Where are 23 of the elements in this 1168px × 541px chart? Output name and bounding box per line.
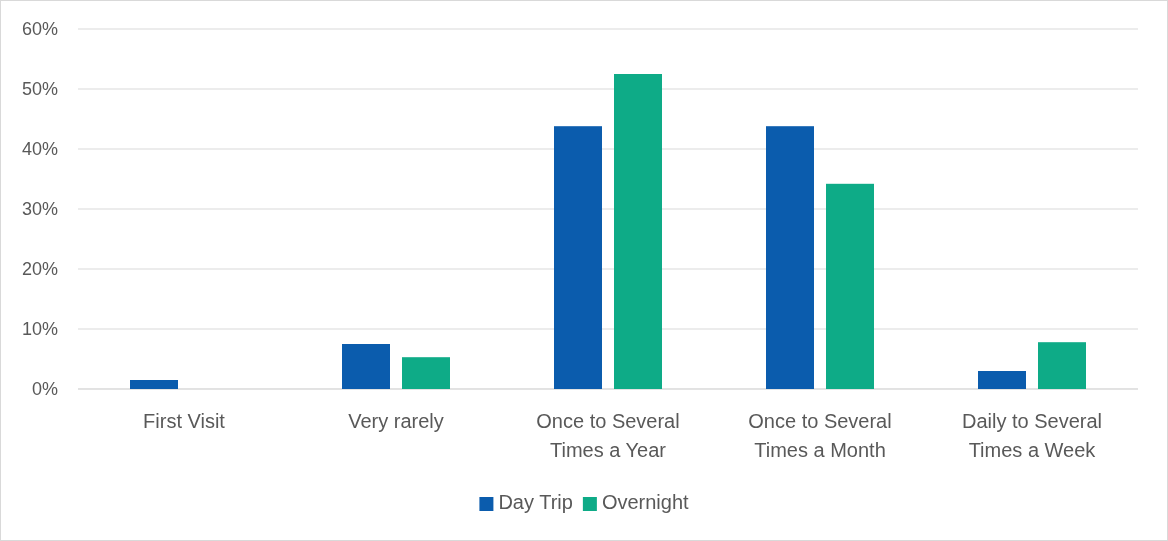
bar bbox=[402, 357, 450, 389]
x-tick-label: Once to Several Times a Month bbox=[748, 410, 892, 461]
bar bbox=[826, 183, 874, 389]
x-tick-label: Daily to Several Times a Week bbox=[961, 410, 1103, 461]
x-tick-label: First Visit bbox=[143, 410, 226, 432]
y-tick-label: 60% bbox=[21, 19, 58, 40]
y-tick-label: 30% bbox=[21, 199, 58, 220]
x-tick-label: Once to Several Times a Year bbox=[536, 410, 680, 461]
legend-label: Day Trip bbox=[498, 491, 573, 513]
y-tick-label: 10% bbox=[21, 319, 58, 340]
y-tick-label: 20% bbox=[21, 259, 58, 280]
y-tick-label: 40% bbox=[21, 139, 58, 160]
bar bbox=[1038, 342, 1086, 389]
legend-label: Overnight bbox=[601, 491, 690, 513]
bar bbox=[766, 126, 814, 389]
bar bbox=[554, 126, 602, 389]
x-tick-label: Very rarely bbox=[348, 410, 444, 432]
bar bbox=[342, 344, 390, 389]
bar bbox=[978, 371, 1026, 389]
bar bbox=[130, 380, 178, 389]
y-tick-label: 0% bbox=[31, 379, 58, 400]
y-tick-label: 50% bbox=[21, 79, 58, 100]
bar bbox=[614, 74, 662, 389]
